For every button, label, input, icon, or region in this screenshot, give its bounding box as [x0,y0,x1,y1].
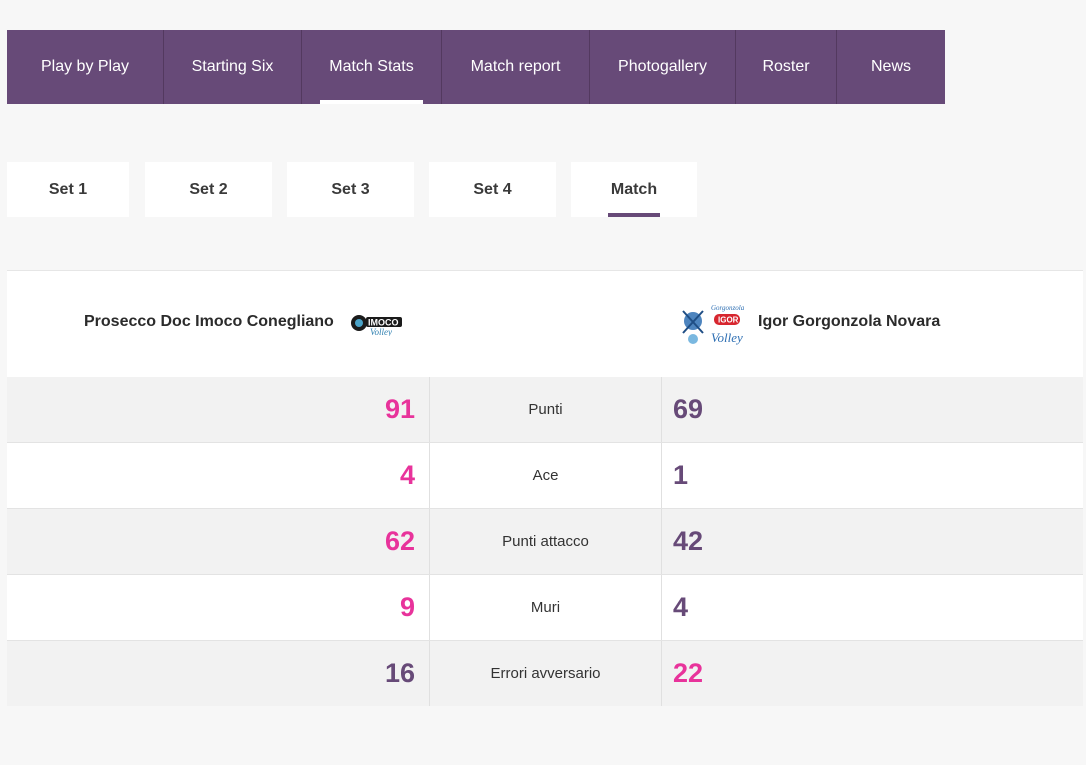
stat-label: Ace [429,443,662,508]
stat-label: Errori avversario [429,641,662,706]
tab-news[interactable]: News [870,58,911,75]
teams-header: Prosecco Doc Imoco Conegliano IMOCO Voll… [7,270,1083,378]
home-stat-value: 16 [384,658,415,688]
svg-text:IGOR: IGOR [718,316,739,325]
svg-text:Volley: Volley [711,330,743,345]
away-stat-value: 1 [673,460,689,490]
tab-photogallery[interactable]: Photogallery [590,30,736,104]
svg-text:IMOCO: IMOCO [368,318,399,328]
home-stat-value: 62 [384,526,415,556]
imoco-volley-logo: IMOCO Volley [350,312,404,337]
set-tab-3[interactable]: Set 3 [287,162,414,217]
tab-roster[interactable]: Roster [736,30,837,104]
away-stat-value: 42 [673,526,704,556]
tab-match-stats[interactable]: Match Stats [302,30,442,104]
match-stats-table: 91 Punti 69 4 Ace 1 62 Punti attacco 42 … [7,377,1083,706]
stat-row-errori-avversario: 16 Errori avversario 22 [7,641,1083,706]
set-tab-1[interactable]: Set 1 [7,162,129,217]
away-stat-value: 69 [673,394,704,424]
stat-row-punti: 91 Punti 69 [7,377,1083,443]
away-team-name: Igor Gorgonzola Novara [758,313,941,330]
tab-starting-six[interactable]: Starting Six [164,30,302,104]
away-stat-value: 22 [673,658,704,688]
tab-match-report[interactable]: Match report [442,30,590,104]
home-stat-value: 9 [399,592,415,622]
set-tab-4[interactable]: Set 4 [429,162,556,217]
home-stat-value: 4 [399,460,415,490]
stat-row-punti-attacco: 62 Punti attacco 42 [7,509,1083,575]
set-tab-2[interactable]: Set 2 [145,162,272,217]
stat-label: Punti [429,377,662,442]
stat-label: Punti attacco [429,509,662,574]
set-tab-match[interactable]: Match [571,162,697,217]
stat-row-ace: 4 Ace 1 [7,443,1083,509]
svg-text:Volley: Volley [370,327,392,336]
igor-gorgonzola-volley-logo: Gorgonzola IGOR Volley [679,301,749,347]
svg-text:Gorgonzola: Gorgonzola [711,304,745,312]
away-stat-value: 4 [673,592,689,622]
match-nav-bar: Play by Play Starting Six Match Stats Ma… [7,30,945,104]
tab-play-by-play[interactable]: Play by Play [7,30,164,104]
home-team-name: Prosecco Doc Imoco Conegliano [84,313,334,330]
home-stat-value: 91 [384,394,415,424]
stat-row-muri: 9 Muri 4 [7,575,1083,641]
stat-label: Muri [429,575,662,640]
